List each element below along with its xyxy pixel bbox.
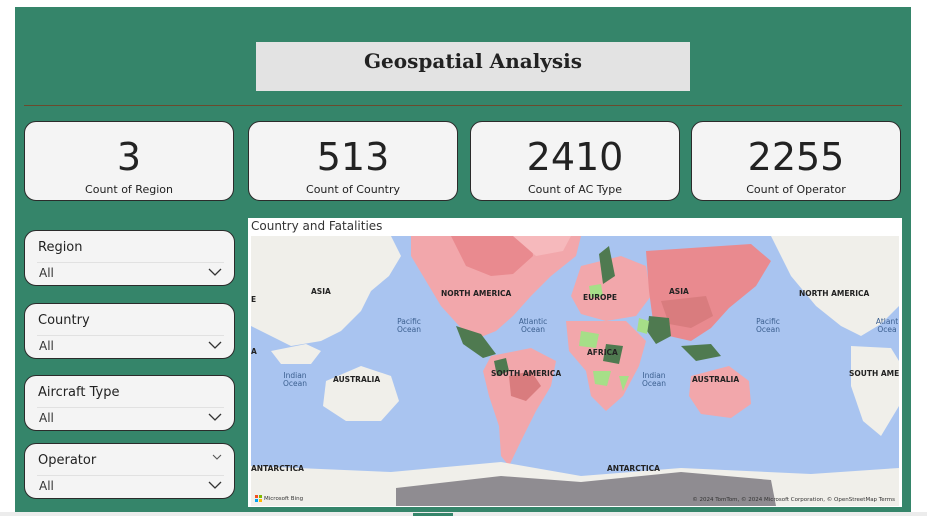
brazil-region bbox=[509, 371, 541, 401]
region-dropdown[interactable]: All bbox=[37, 262, 224, 281]
map-label: Ocea bbox=[877, 325, 896, 334]
chevron-down-icon[interactable] bbox=[208, 268, 222, 276]
scandinavia-region bbox=[599, 246, 615, 284]
kpi-card-region[interactable]: 3 Count of Region bbox=[24, 121, 234, 201]
dropdown-value: All bbox=[39, 266, 54, 280]
dropdown-value: All bbox=[39, 339, 54, 353]
world-map[interactable]: ASIA NORTH AMERICA EUROPE ASIA NORTH AME… bbox=[251, 236, 899, 506]
north-america-region bbox=[411, 236, 581, 341]
map-label: Pacific bbox=[397, 317, 421, 326]
slicer-title: Region bbox=[38, 240, 83, 255]
page-title: Geospatial Analysis bbox=[256, 42, 690, 91]
map-label: Indian bbox=[642, 371, 665, 380]
chevron-down-icon[interactable] bbox=[212, 454, 222, 460]
map-label: Pacific bbox=[756, 317, 780, 326]
kpi-value: 2255 bbox=[747, 135, 845, 179]
map-label: Ocean bbox=[397, 325, 421, 334]
middle-east-green-region bbox=[637, 318, 649, 334]
map-title: Country and Fatalities bbox=[251, 219, 383, 233]
chevron-down-icon[interactable] bbox=[208, 481, 222, 489]
dropdown-value: All bbox=[39, 479, 54, 493]
bing-logo: Microsoft Bing bbox=[255, 495, 303, 502]
map-label: AUSTRALIA bbox=[692, 375, 739, 384]
map-label: Indian bbox=[283, 371, 306, 380]
map-label: NORTH AMERICA bbox=[799, 289, 870, 298]
map-canvas[interactable]: ASIA NORTH AMERICA EUROPE ASIA NORTH AME… bbox=[251, 236, 899, 506]
kpi-card-operator[interactable]: 2255 Count of Operator bbox=[691, 121, 901, 201]
africa-green-region-1 bbox=[579, 331, 599, 348]
europe-region bbox=[571, 256, 651, 321]
africa-green-region-2 bbox=[603, 344, 623, 364]
mexico-region bbox=[456, 326, 496, 358]
asia-left-land bbox=[251, 236, 401, 346]
map-label: Atlantic bbox=[519, 317, 548, 326]
map-label: ANTARCTICA bbox=[251, 464, 304, 473]
slicer-region: Region All bbox=[24, 230, 235, 286]
slicer-title: Aircraft Type bbox=[38, 385, 120, 400]
slicer-title: Operator bbox=[38, 453, 97, 468]
map-label: A bbox=[251, 347, 257, 356]
kpi-value: 2410 bbox=[526, 135, 624, 179]
madagascar-region bbox=[619, 376, 629, 391]
map-label: SOUTH AMERICA bbox=[491, 369, 561, 378]
slicer-country: Country All bbox=[24, 303, 235, 359]
kpi-value: 3 bbox=[116, 135, 142, 179]
kpi-card-country[interactable]: 513 Count of Country bbox=[248, 121, 458, 201]
canada-region bbox=[451, 236, 533, 276]
africa-green-region-3 bbox=[593, 371, 611, 386]
slicer-operator: Operator All bbox=[24, 443, 235, 499]
kpi-card-ac-type[interactable]: 2410 Count of AC Type bbox=[470, 121, 680, 201]
map-label: Ocean bbox=[521, 325, 545, 334]
page-tabs-bar bbox=[0, 512, 927, 516]
australia-left-land bbox=[323, 366, 399, 421]
map-label: ANTARCTICA bbox=[607, 464, 660, 473]
map-label: Ocean bbox=[756, 325, 780, 334]
dropdown-value: All bbox=[39, 411, 54, 425]
se-asia-left-land bbox=[271, 344, 321, 364]
india-region bbox=[647, 316, 671, 344]
kpi-value: 513 bbox=[316, 135, 390, 179]
report-canvas: Geospatial Analysis 3 Count of Region 51… bbox=[15, 7, 911, 512]
map-label: E bbox=[251, 295, 256, 304]
map-credit[interactable]: © 2024 TomTom, © 2024 Microsoft Corporat… bbox=[692, 497, 895, 503]
aircraft-type-dropdown[interactable]: All bbox=[37, 407, 224, 426]
map-label: AFRICA bbox=[587, 348, 618, 357]
colombia-region bbox=[494, 358, 509, 376]
indonesia-region bbox=[681, 344, 721, 361]
country-fatalities-map-visual: Country and Fatalities bbox=[248, 218, 902, 507]
europe-green-region bbox=[589, 284, 603, 298]
microsoft-logo-icon bbox=[255, 495, 262, 502]
map-label: SOUTH AME bbox=[849, 369, 899, 378]
logo-text: Microsoft Bing bbox=[264, 495, 304, 502]
south-america-right-land bbox=[851, 346, 899, 436]
antarctica-region bbox=[396, 472, 776, 506]
country-dropdown[interactable]: All bbox=[37, 335, 224, 354]
map-label: ASIA bbox=[669, 287, 689, 296]
map-label: Atlant bbox=[876, 317, 898, 326]
operator-dropdown[interactable]: All bbox=[37, 475, 224, 494]
slicer-aircraft-type: Aircraft Type All bbox=[24, 375, 235, 431]
north-america-right-land bbox=[771, 236, 899, 336]
map-label: EUROPE bbox=[583, 293, 617, 302]
map-label: Ocean bbox=[283, 379, 307, 388]
south-america-region bbox=[483, 348, 556, 466]
map-label: Ocean bbox=[642, 379, 666, 388]
header-divider bbox=[24, 105, 902, 106]
map-label: NORTH AMERICA bbox=[441, 289, 512, 298]
china-region bbox=[661, 296, 713, 328]
chevron-down-icon[interactable] bbox=[208, 341, 222, 349]
kpi-label: Count of Region bbox=[85, 183, 173, 196]
kpi-label: Count of AC Type bbox=[527, 183, 623, 196]
map-label: ASIA bbox=[311, 287, 331, 296]
australia-region bbox=[689, 366, 751, 418]
kpi-label: Count of Country bbox=[306, 183, 400, 196]
kpi-label: Count of Operator bbox=[746, 183, 846, 196]
chevron-down-icon[interactable] bbox=[208, 413, 222, 421]
slicer-title: Country bbox=[38, 313, 90, 328]
greenland-region bbox=[513, 236, 571, 256]
active-page-tab[interactable] bbox=[413, 513, 453, 516]
map-label: AUSTRALIA bbox=[333, 375, 380, 384]
